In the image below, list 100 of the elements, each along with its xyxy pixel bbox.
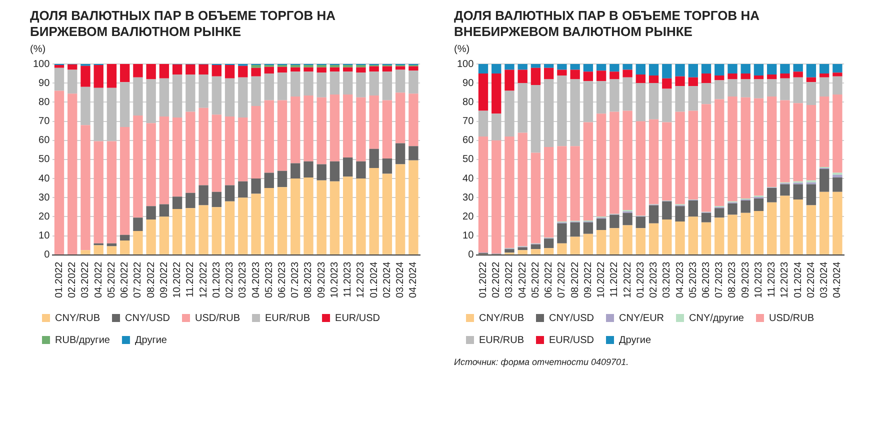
bar (754, 64, 764, 76)
bar (701, 222, 712, 254)
bar (395, 70, 406, 93)
bar (106, 243, 117, 246)
bar (688, 86, 698, 111)
bar (740, 74, 750, 80)
bar (596, 230, 606, 254)
bar (382, 174, 392, 254)
bar (212, 64, 222, 76)
bar (636, 228, 646, 254)
bar (304, 95, 314, 162)
y-tick-label: 80 (38, 96, 50, 108)
y-tick-label: 10 (462, 230, 474, 242)
bar (662, 220, 672, 254)
legend-label: CNY/USD (549, 312, 594, 324)
bar (622, 225, 632, 254)
bar (395, 143, 406, 164)
bar (675, 221, 685, 254)
bar (610, 228, 620, 254)
bar (714, 208, 724, 218)
bar (146, 79, 156, 124)
bar (251, 76, 261, 106)
bar (304, 67, 314, 72)
bar (146, 220, 156, 254)
bar (382, 158, 392, 174)
bar (478, 136, 488, 253)
bar (382, 72, 392, 100)
y-tick-label: 100 (32, 58, 50, 70)
bar (146, 206, 156, 220)
bar (238, 77, 248, 118)
bar (504, 249, 514, 253)
bar (330, 64, 340, 68)
bar (701, 212, 712, 222)
bar (133, 218, 143, 231)
bar (544, 68, 554, 80)
y-tick-label: 40 (462, 173, 474, 184)
bar (806, 64, 816, 78)
x-tick-label: 05.2023 (688, 261, 699, 298)
legend-label: CNY/EUR (619, 312, 664, 324)
chart-title: ДОЛЯ ВАЛЮТНЫХ ПАР В ОБЪЕМЕ ТОРГОВ НА БИРЖЕВОМ ВАЛЮТНОМ РЫНКЕ (30, 8, 337, 40)
bar (356, 97, 366, 162)
legend-label: Другие (134, 334, 168, 346)
bar (224, 201, 235, 254)
bar (408, 146, 418, 160)
bar (504, 64, 514, 70)
bar (290, 64, 300, 68)
x-tick-label: 02.2022 (491, 261, 502, 298)
x-tick-label: 03.2024 (395, 261, 406, 298)
x-tick-label: 12.2023 (356, 261, 367, 298)
bar (530, 152, 541, 244)
bar (343, 176, 353, 254)
bar (806, 105, 816, 180)
bar (343, 72, 353, 95)
bar (832, 94, 842, 173)
bar (544, 147, 554, 238)
bar (159, 78, 170, 116)
y-tick-label: 0 (44, 250, 50, 261)
bar (264, 188, 274, 254)
bar (238, 117, 248, 182)
bar (343, 64, 353, 68)
bar (492, 114, 502, 140)
bar (277, 72, 288, 100)
x-tick-label: 09.2023 (740, 261, 752, 298)
x-tick-label: 07.2023 (714, 261, 726, 298)
x-tick-label: 04.2022 (517, 261, 528, 298)
bar (610, 214, 620, 228)
bar (714, 218, 724, 254)
bar (740, 97, 750, 199)
bar (636, 121, 646, 216)
y-tick-label: 70 (38, 116, 50, 128)
bar (530, 64, 541, 68)
x-tick-label: 08.2023 (303, 261, 314, 298)
bar (290, 96, 300, 164)
bar (675, 112, 685, 204)
bar (819, 96, 830, 168)
y-tick-label: 20 (462, 211, 474, 222)
bar (530, 84, 541, 153)
bar (330, 161, 340, 182)
x-tick-label: 12.2022 (622, 261, 634, 298)
bar (80, 250, 90, 254)
bar (832, 72, 842, 76)
bar (675, 76, 685, 86)
bar (478, 74, 488, 111)
bar (767, 74, 777, 80)
x-tick-label: 04.2024 (408, 261, 420, 298)
x-tick-label: 06.2023 (701, 261, 712, 298)
x-tick-label: 10.2023 (329, 261, 340, 298)
bar (198, 205, 208, 254)
bar (518, 247, 528, 250)
bar (648, 75, 659, 84)
x-tick-label: 09.2022 (582, 261, 594, 298)
bar (356, 67, 366, 73)
legend-label: Другие (619, 334, 652, 346)
bar (80, 86, 90, 126)
bar (316, 97, 326, 164)
bar (662, 64, 672, 78)
y-tick-label: 30 (38, 192, 50, 204)
bar (316, 67, 326, 73)
bar (186, 64, 196, 74)
x-tick-label: 03.2022 (80, 261, 92, 298)
